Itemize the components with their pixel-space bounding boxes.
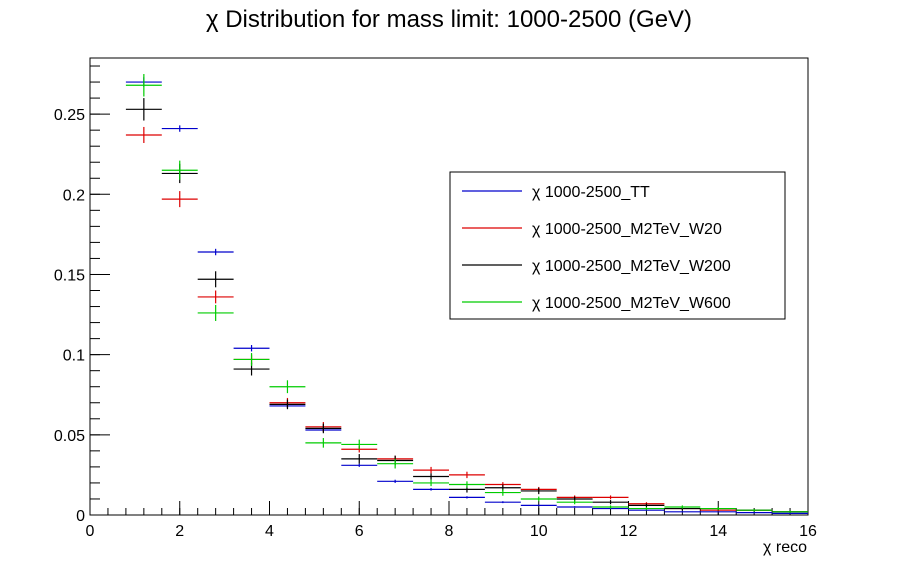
x-tick-label: 0 xyxy=(86,523,95,540)
y-tick-label: 0.05 xyxy=(54,428,85,445)
y-tick-label: 0.25 xyxy=(54,107,85,124)
y-tick-label: 0 xyxy=(76,508,85,525)
legend-label: χ 1000-2500_TT xyxy=(532,184,650,201)
y-tick-label: 0.15 xyxy=(54,267,85,284)
y-tick-label: 0.2 xyxy=(63,187,85,204)
data-series xyxy=(125,74,808,513)
legend-label: χ 1000-2500_M2TeV_W600 xyxy=(532,295,731,312)
data-series xyxy=(125,77,808,514)
x-tick-label: 10 xyxy=(530,523,548,540)
legend-label: χ 1000-2500_M2TeV_W20 xyxy=(532,221,722,238)
x-tick-label: 12 xyxy=(620,523,638,540)
x-axis-title: χ reco xyxy=(763,539,807,556)
y-tick-label: 0.1 xyxy=(63,348,85,365)
legend-box xyxy=(449,171,786,320)
x-tick-label: 4 xyxy=(265,523,274,540)
x-tick-label: 14 xyxy=(709,523,727,540)
x-tick-label: 16 xyxy=(799,523,817,540)
legend-label: χ 1000-2500_M2TeV_W200 xyxy=(532,258,731,275)
x-tick-label: 6 xyxy=(355,523,364,540)
chart-title: χ Distribution for mass limit: 1000-2500… xyxy=(205,6,693,33)
x-tick-label: 8 xyxy=(445,523,454,540)
x-tick-label: 2 xyxy=(175,523,184,540)
